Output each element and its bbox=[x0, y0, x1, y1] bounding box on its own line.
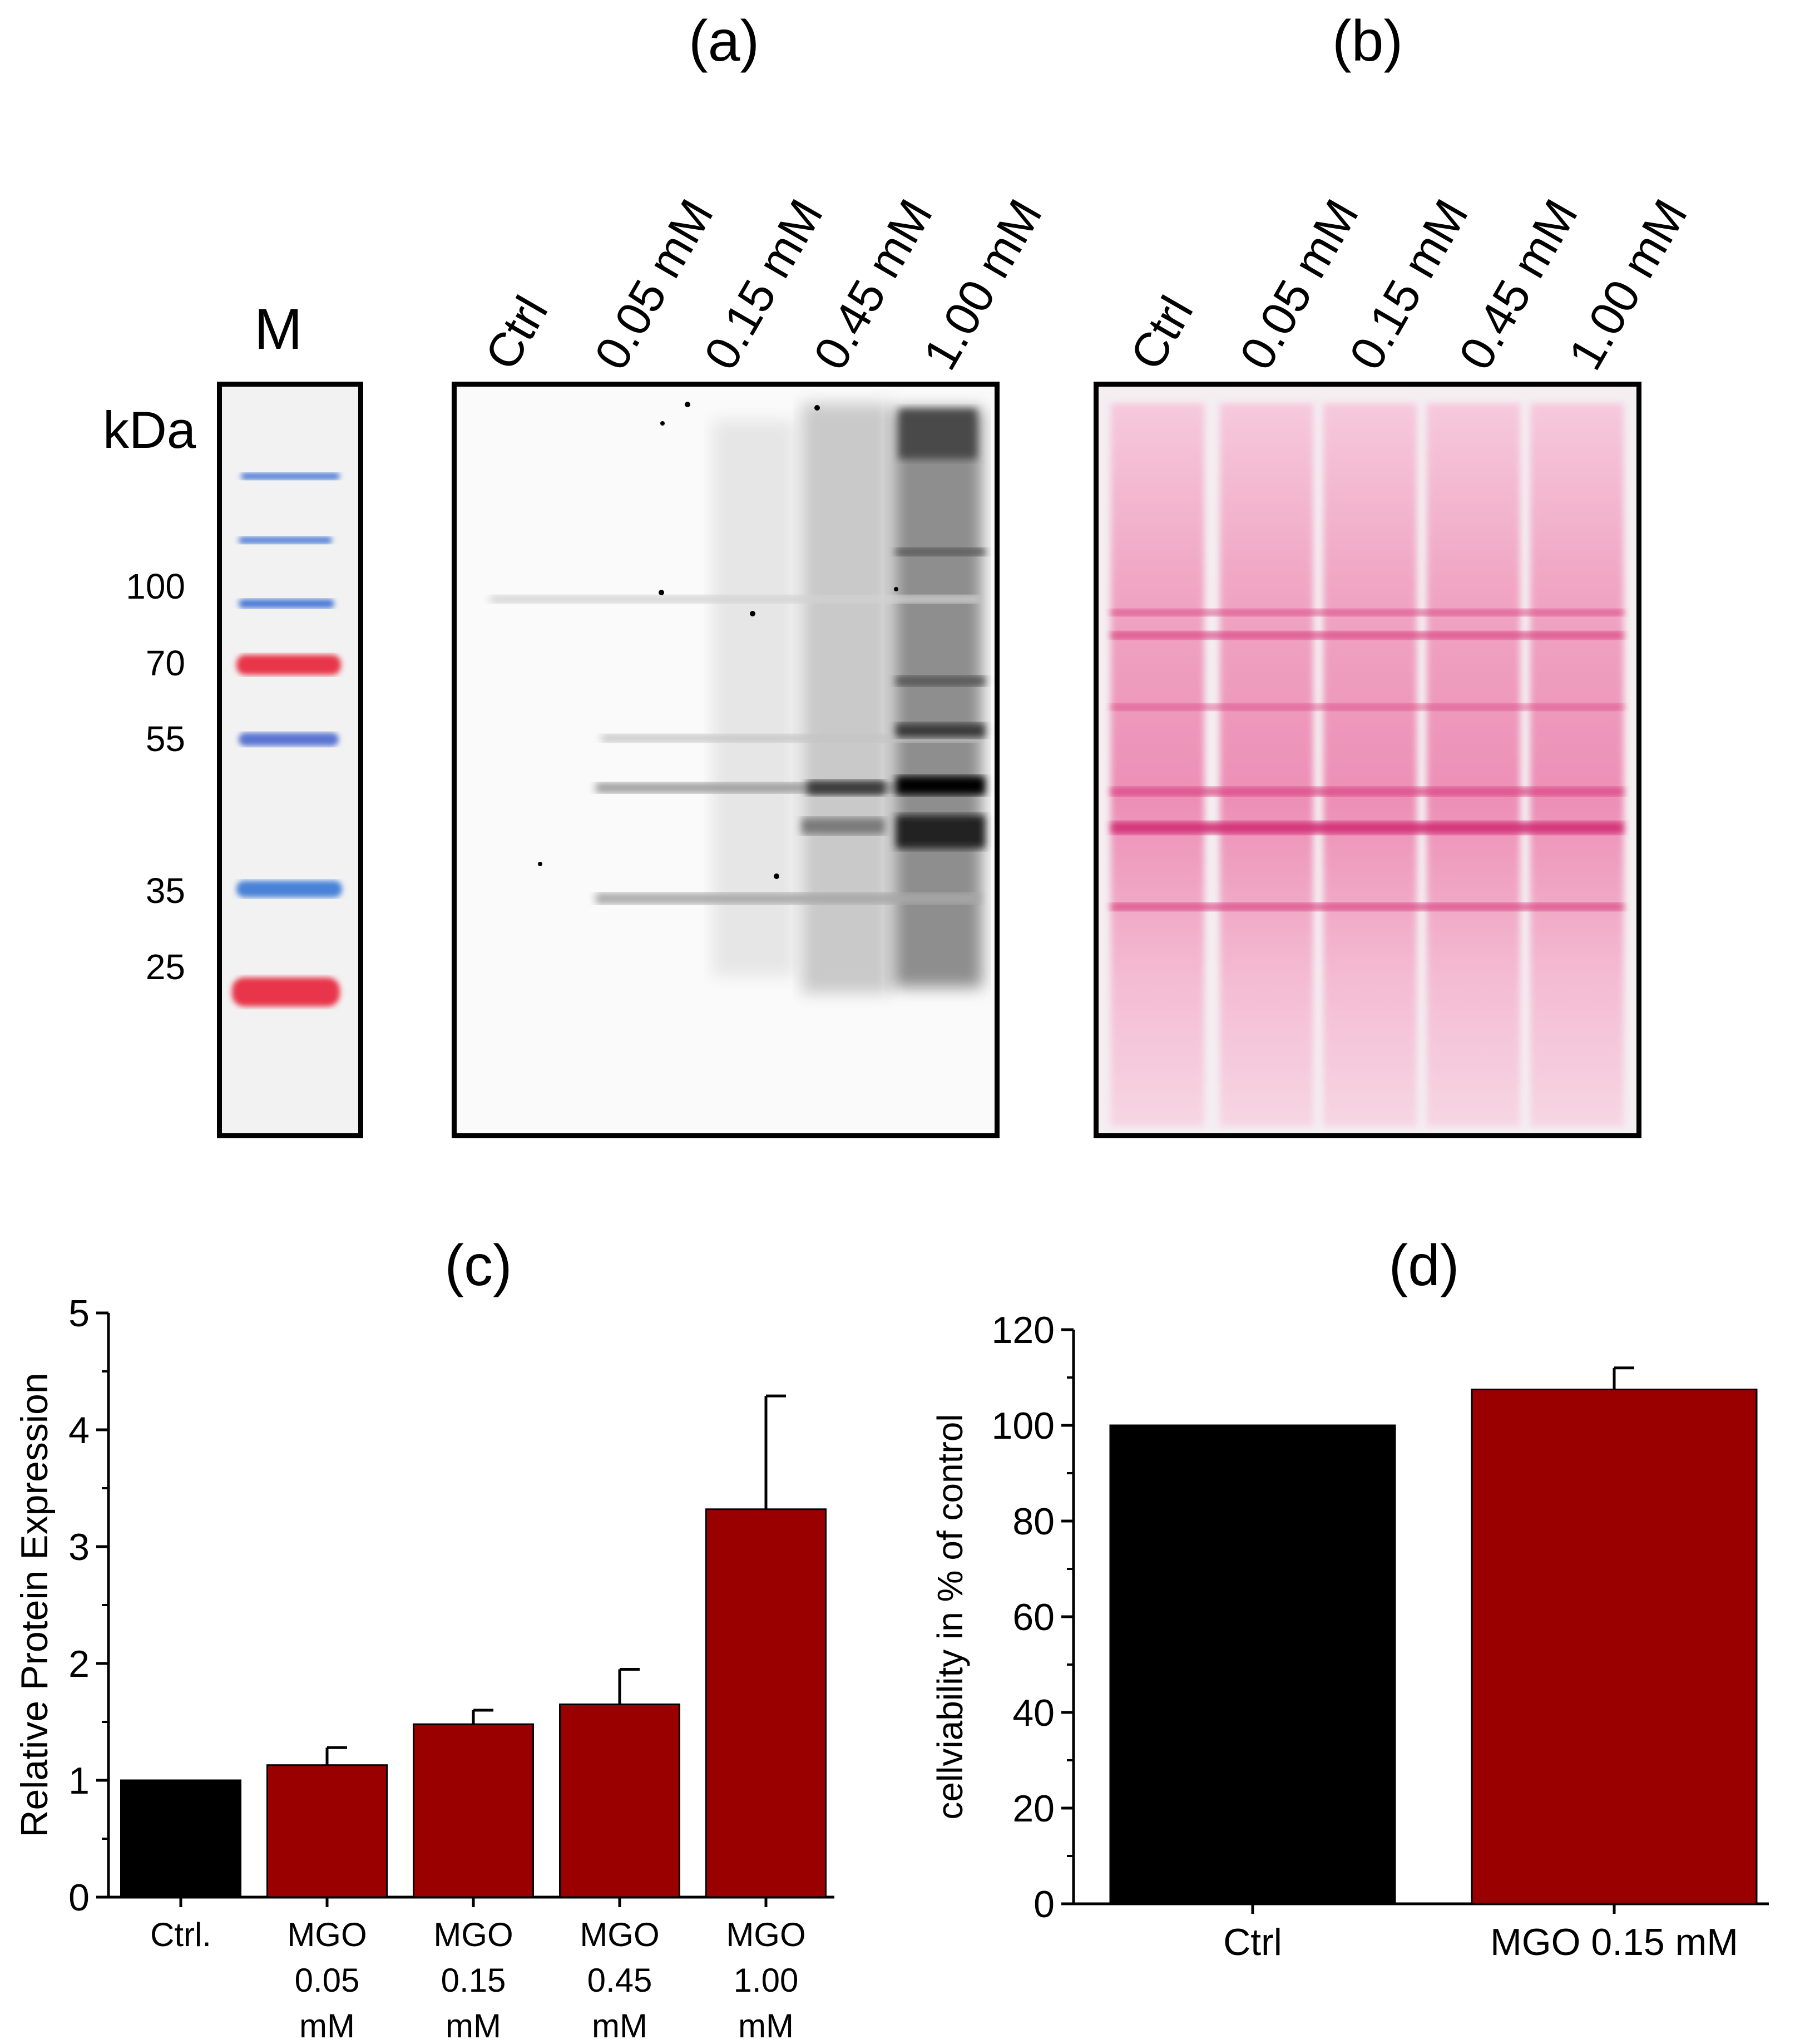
blot-a-speck-8 bbox=[538, 862, 542, 866]
marker-lane bbox=[217, 382, 363, 1138]
blot-a-band-lane-5-lower bbox=[896, 815, 985, 848]
ponceau-lane-5 bbox=[1530, 403, 1624, 1127]
x-tick-label: mM bbox=[592, 2007, 647, 2044]
marker-band-55 bbox=[239, 733, 339, 746]
ponceau-band-3 bbox=[1111, 704, 1624, 710]
blot-a-smear-lane-4 bbox=[802, 403, 891, 993]
y-tick-label: 0 bbox=[68, 1877, 90, 1919]
panel-label-b: (b) bbox=[1332, 9, 1403, 73]
ponceau-band-4 bbox=[1111, 787, 1624, 796]
marker-band-1 bbox=[241, 473, 340, 480]
x-tick-label: MGO bbox=[580, 1916, 659, 1953]
ponceau-lane-2 bbox=[1220, 403, 1313, 1127]
x-tick-label: Ctrl. bbox=[150, 1916, 211, 1953]
blot-a-speck-5 bbox=[750, 611, 755, 616]
x-tick-label: MGO bbox=[726, 1916, 805, 1953]
bar bbox=[266, 1764, 388, 1898]
x-tick-label: mM bbox=[299, 2007, 355, 2044]
blot-a-top-band-lane-5 bbox=[899, 409, 977, 459]
ponceau-stain-b-image bbox=[1111, 403, 1624, 1127]
x-tick-label: mM bbox=[446, 2007, 501, 2044]
blot-a-speck-2 bbox=[660, 421, 665, 426]
x-tick-label: 1.00 bbox=[734, 1962, 799, 1999]
ponceau-band-1 bbox=[1111, 609, 1624, 616]
x-tick-label: Ctrl bbox=[1223, 1921, 1282, 1963]
marker-bands bbox=[232, 473, 342, 1006]
y-tick-label: 0 bbox=[1033, 1883, 1055, 1925]
blot-a-speck-3 bbox=[814, 405, 820, 411]
panel-label-a: (a) bbox=[689, 9, 760, 73]
x-tick-label: MGO 0.15 mM bbox=[1490, 1921, 1738, 1963]
blot-a-band-lane-4-lower bbox=[802, 818, 885, 835]
marker-band-70 bbox=[236, 655, 341, 675]
y-tick-label: 3 bbox=[68, 1526, 90, 1568]
y-tick-label: 100 bbox=[992, 1405, 1055, 1447]
kda-label-70: 70 bbox=[145, 643, 185, 683]
marker-band-35 bbox=[236, 881, 342, 897]
y-axis-label: cellviability in % of control bbox=[930, 1414, 970, 1819]
y-tick-label: 2 bbox=[68, 1643, 90, 1685]
western-blot-a bbox=[452, 382, 1000, 1138]
bar bbox=[559, 1704, 680, 1898]
chart-title: (d) bbox=[1388, 1233, 1459, 1298]
marker-band-25 bbox=[232, 977, 340, 1006]
x-tick-label: MGO bbox=[287, 1916, 367, 1953]
x-tick-label: 0.05 bbox=[295, 1962, 360, 1999]
ponceau-band-2 bbox=[1111, 631, 1624, 639]
blot-a-speck-4 bbox=[659, 590, 664, 595]
bar bbox=[1471, 1389, 1758, 1905]
blot-a-smear-lane-3 bbox=[713, 420, 796, 976]
blot-a-band-lane-5-mid1 bbox=[896, 548, 985, 556]
x-tick-label: 0.45 bbox=[587, 1962, 652, 1999]
kda-label-35: 35 bbox=[145, 871, 185, 911]
blot-a-lane-label-ctrl: Ctrl bbox=[474, 287, 558, 379]
blot-a-band-row-2 bbox=[601, 734, 980, 742]
ponceau-lane-1 bbox=[1111, 403, 1204, 1127]
marker-band-100 bbox=[239, 599, 334, 608]
blot-a-speck-6 bbox=[894, 587, 898, 591]
ponceau-stain-b bbox=[1094, 382, 1641, 1138]
y-tick-label: 40 bbox=[1012, 1692, 1055, 1734]
bar bbox=[413, 1723, 534, 1898]
bar bbox=[120, 1779, 241, 1898]
blot-a-speck-7 bbox=[774, 873, 779, 879]
blot-a-speck-1 bbox=[685, 402, 690, 407]
ponceau-lane-3 bbox=[1323, 403, 1417, 1127]
y-tick-label: 1 bbox=[68, 1760, 90, 1802]
y-axis-label: Relative Protein Expression bbox=[13, 1372, 56, 1837]
western-blot-a-image bbox=[490, 402, 985, 993]
x-tick-label: MGO bbox=[433, 1916, 513, 1953]
y-tick-label: 80 bbox=[1012, 1500, 1055, 1543]
bar bbox=[1109, 1424, 1396, 1905]
marker-band-2 bbox=[239, 537, 332, 544]
blot-a-band-row-1 bbox=[490, 595, 980, 603]
kda-unit-label: kDa bbox=[103, 401, 196, 459]
marker-title: M bbox=[254, 297, 303, 362]
chart-title: (c) bbox=[444, 1233, 512, 1298]
ponceau-band-5 bbox=[1111, 822, 1624, 834]
y-tick-label: 20 bbox=[1012, 1788, 1055, 1830]
y-tick-label: 4 bbox=[68, 1409, 90, 1451]
chart-c: (c) 0 1 2 3 4 5 Relative Protein Expression Ctrl… bbox=[13, 1233, 834, 2044]
x-tick-label: mM bbox=[738, 2007, 794, 2044]
kda-label-55: 55 bbox=[145, 719, 185, 759]
blot-a-band-lane-5-strong bbox=[896, 776, 985, 795]
ponceau-lane-4 bbox=[1427, 403, 1520, 1127]
chart-d: (d) 0 20 40 60 80 100 120 cellviability in % of … bbox=[930, 1233, 1769, 1963]
blot-a-band-row-4 bbox=[596, 893, 980, 904]
y-tick-label: 60 bbox=[1012, 1596, 1055, 1638]
blot-a-band-lane-5-mid2 bbox=[896, 676, 985, 686]
blot-b-lane-label-ctrl: Ctrl bbox=[1120, 287, 1204, 379]
x-tick-label: 0.15 bbox=[441, 1962, 506, 1999]
y-tick-label: 5 bbox=[68, 1292, 90, 1335]
y-tick-label: 120 bbox=[992, 1309, 1055, 1351]
bar bbox=[705, 1508, 827, 1898]
blot-a-band-lane-5-mid3 bbox=[896, 723, 985, 738]
ponceau-band-6 bbox=[1111, 903, 1624, 911]
blot-a-band-lane-4-strong bbox=[807, 781, 885, 795]
kda-label-100: 100 bbox=[126, 566, 185, 606]
kda-label-25: 25 bbox=[145, 947, 185, 987]
blot-a-smear-lane-5 bbox=[893, 409, 982, 988]
